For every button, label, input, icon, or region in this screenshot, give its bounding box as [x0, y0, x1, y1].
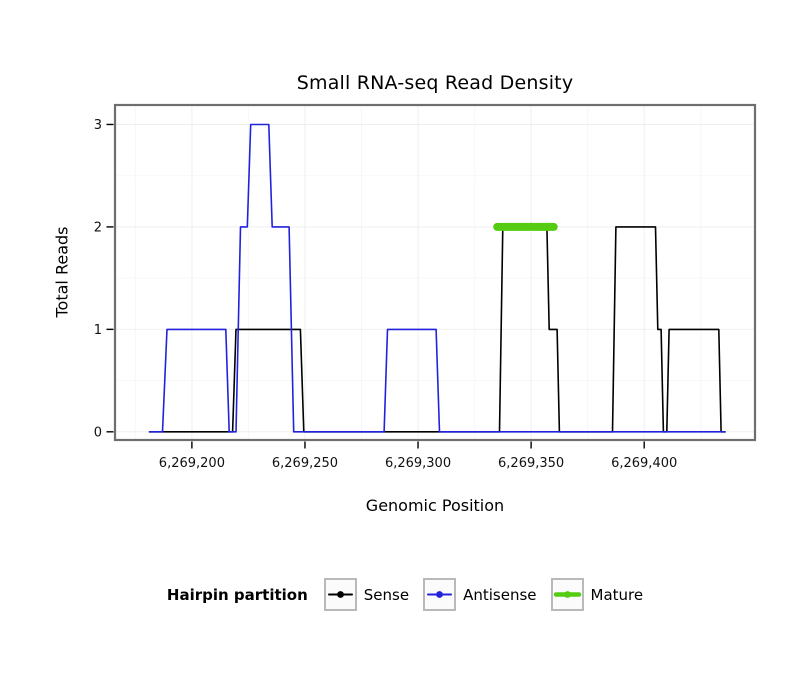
legend-label-antisense: Antisense — [463, 585, 537, 604]
series-antisense-path — [148, 123, 726, 433]
legend-key-sense-icon — [323, 578, 357, 611]
legend-key-antisense-icon — [423, 578, 457, 611]
antisense-line-dot-icon — [427, 591, 453, 598]
plot-area: 6,269,200 6,269,250 6,269,300 6,269,350 6,26… — [94, 103, 757, 471]
panel-background — [115, 105, 755, 440]
x-axis-label: Genomic Position — [365, 496, 505, 515]
legend-item-antisense: Antisense — [423, 578, 537, 611]
chart-title: Small RNA-seq Read Density — [296, 72, 574, 94]
legend-label-sense: Sense — [363, 585, 410, 604]
x-axis-tick-label: 6,269,300 — [385, 456, 451, 471]
legend-item-sense: Sense — [323, 578, 410, 611]
y-axis-tick-label: 1 — [94, 323, 102, 338]
y-axis-label: Total Reads — [52, 226, 72, 318]
legend-item-mature: Mature — [550, 578, 644, 611]
legend: Hairpin partition Sense Antisense — [0, 578, 810, 611]
y-axis-tick-label: 2 — [94, 220, 102, 235]
legend-title: Hairpin partition — [166, 585, 308, 604]
x-axis-tick-label: 6,269,350 — [498, 456, 564, 471]
mature-line-dot-icon — [553, 591, 581, 598]
legend-label-mature: Mature — [590, 585, 644, 604]
x-axis-tick-label: 6,269,400 — [611, 456, 677, 471]
legend-key-mature-icon — [550, 578, 584, 611]
panel-border — [113, 103, 757, 442]
y-axis-tick-label: 3 — [94, 118, 102, 133]
x-axis-tick-label: 6,269,250 — [272, 456, 338, 471]
x-axis-tick-label: 6,269,200 — [159, 456, 225, 471]
sense-line-dot-icon — [327, 591, 353, 598]
y-axis-tick-label: 0 — [94, 425, 102, 440]
